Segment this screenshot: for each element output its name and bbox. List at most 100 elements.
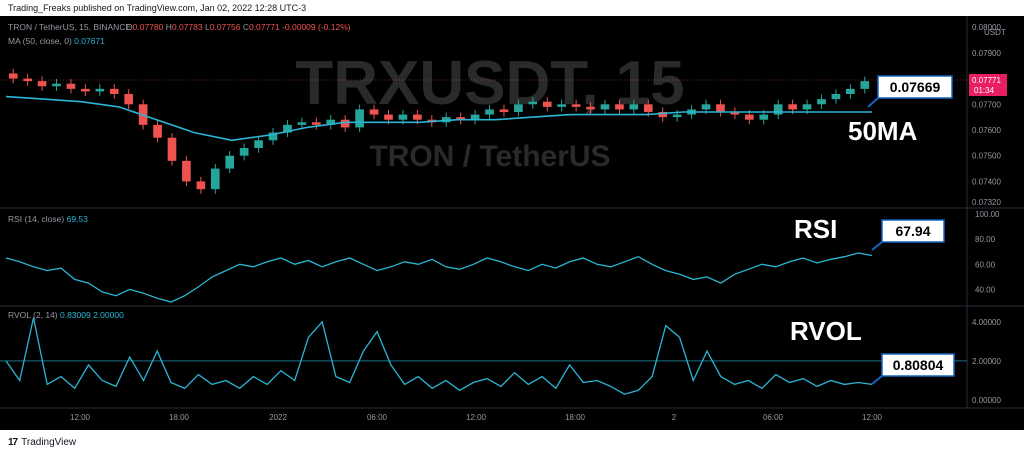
rvol-annotation-value: 0.80804: [893, 357, 944, 373]
quote-unit-label: USDT: [984, 28, 1006, 37]
ma-50-line: [5, 95, 872, 142]
time-tick-label: 12:00: [862, 413, 883, 422]
rsi-annotation-box: [881, 219, 945, 243]
rvol-tick-label: 4.00000: [972, 318, 1001, 327]
candle-body: [398, 114, 408, 120]
tradingview-logo-icon: 17: [8, 437, 18, 448]
rsi-tick-label: 80.00: [975, 235, 996, 244]
candle-body: [701, 104, 711, 110]
footer-brand: TradingView: [21, 437, 77, 448]
rsi-axis: 100.00 80.00 60.00 40.00: [975, 210, 1000, 294]
candle-body: [326, 119, 336, 125]
candle-body: [254, 140, 263, 148]
candle-body: [456, 117, 465, 120]
candle-body: [557, 104, 567, 107]
watermark-name: TRON / TetherUS: [369, 140, 610, 173]
candle-body: [586, 106, 595, 110]
candle-body: [283, 124, 292, 133]
candle-body: [81, 88, 90, 92]
candle-body: [182, 160, 191, 182]
rvol-annotation-pointer: [871, 375, 883, 385]
candle-body: [716, 104, 725, 112]
candle-body: [658, 112, 668, 118]
candle-body: [384, 114, 393, 120]
candle-body: [817, 99, 826, 105]
publish-header: Trading_Freaks published on TradingView.…: [8, 3, 307, 13]
candle-body: [95, 88, 105, 92]
candle-body: [528, 101, 538, 105]
candle-body: [124, 94, 134, 105]
candle-body: [369, 109, 379, 115]
candle-body: [210, 168, 220, 190]
candle-body: [643, 104, 653, 112]
candle-body: [37, 81, 47, 87]
last-price-tag-bg: [969, 74, 1007, 96]
time-tick-label: 2: [672, 413, 677, 422]
candle-body: [499, 109, 509, 112]
candle-body: [355, 109, 364, 128]
time-tick-label: 12:00: [466, 413, 487, 422]
candle-body: [239, 148, 249, 156]
rvol-legend: RVOL (2, 14) 0.83009 2.00000: [8, 310, 124, 320]
candle-body: [485, 109, 494, 115]
candle-body: [571, 104, 581, 107]
rsi-tick-label: 100.00: [975, 210, 1000, 219]
candle-body: [759, 114, 769, 120]
candlestick-series: [8, 68, 870, 194]
time-tick-label: 18:00: [169, 413, 190, 422]
time-tick-label: 18:00: [565, 413, 586, 422]
candle-body: [542, 101, 552, 107]
candle-body: [788, 104, 797, 110]
ma-annotation-pointer: [867, 97, 879, 108]
candle-body: [268, 132, 278, 141]
candle-body: [297, 122, 307, 125]
rsi-annotation-label: RSI: [794, 214, 837, 244]
candle-body: [52, 83, 61, 87]
candle-body: [600, 104, 610, 110]
rvol-axis: 4.00000 2.00000 0.00000: [972, 318, 1001, 405]
rsi-annotation-pointer: [871, 241, 883, 251]
ma-legend: MA (50, close, 0) 0.07671: [8, 36, 105, 46]
candle-body: [66, 83, 76, 89]
ma-annotation-label: 50MA: [848, 116, 918, 146]
ma-annotation-value: 0.07669: [890, 79, 941, 95]
candle-body: [8, 73, 18, 79]
price-tick-label: 0.07900: [972, 49, 1001, 58]
time-tick-label: 2022: [269, 413, 287, 422]
rvol-line: [5, 317, 873, 395]
rsi-line: [5, 252, 873, 303]
price-tick-label: 0.07600: [972, 126, 1001, 135]
candle-body: [860, 81, 870, 89]
candle-body: [744, 114, 754, 120]
candle-body: [831, 94, 841, 100]
chart-area[interactable]: TRXUSDT, 15 TRON / TetherUS TRON / Tethe…: [0, 16, 1024, 430]
rsi-tick-label: 60.00: [975, 260, 996, 269]
time-axis[interactable]: 12:00 18:00 2022 06:00 12:00 18:00 2 06:00 12:00: [70, 413, 883, 422]
candle-body: [730, 112, 740, 115]
candle-body: [470, 114, 480, 120]
ohlc-legend: O0.07780 H0.07783 L0.07756 C0.07771 -0.0…: [126, 22, 351, 32]
rvol-tick-label: 0.00000: [972, 396, 1001, 405]
ma-annotation-box: [877, 75, 953, 99]
candle-body: [340, 119, 350, 128]
countdown-tag: 01:34: [974, 86, 995, 95]
rvol-tick-label: 2.00000: [972, 357, 1001, 366]
price-tick-label: 0.07500: [972, 152, 1001, 161]
price-tick-label: 0.07700: [972, 100, 1001, 109]
candle-body: [311, 122, 321, 125]
footer: 17 TradingView: [8, 437, 76, 448]
tradingview-chart[interactable]: TRXUSDT, 15 TRON / TetherUS TRON / Tethe…: [0, 16, 1024, 430]
time-tick-label: 06:00: [763, 413, 784, 422]
price-tick-label: 0.07320: [972, 198, 1001, 207]
time-tick-label: 12:00: [70, 413, 91, 422]
candle-body: [167, 137, 177, 161]
candle-body: [802, 104, 812, 110]
candle-body: [773, 104, 783, 115]
candle-body: [413, 114, 422, 120]
rvol-annotation-box: [881, 353, 955, 377]
candle-body: [196, 181, 206, 190]
candle-body: [629, 104, 639, 110]
candle-body: [153, 124, 162, 138]
price-legend-title: TRON / TetherUS, 15, BINANCE: [8, 22, 131, 32]
rsi-legend: RSI (14, close) 69.53: [8, 214, 88, 224]
